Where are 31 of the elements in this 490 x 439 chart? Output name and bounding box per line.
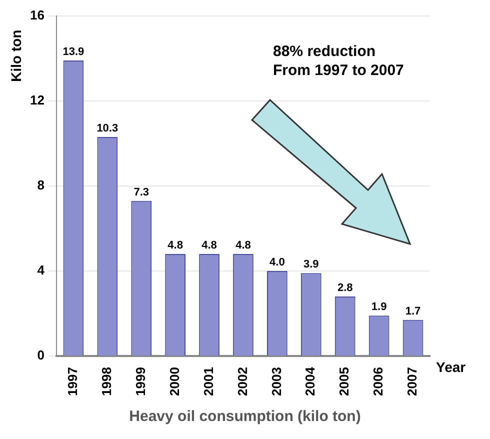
data-label: 4.8	[202, 240, 217, 252]
x-tick-label: 2005	[336, 367, 352, 396]
y-axis-title: Kilo ton	[8, 30, 24, 82]
y-tick-label: 4	[37, 262, 46, 278]
data-label: 13.9	[62, 46, 84, 58]
text: Heavy oil consumption (kilo ton)	[128, 408, 362, 425]
data-label: 7.3	[134, 186, 150, 198]
x-tick-label: 2003	[268, 367, 284, 396]
x-tick-label: 1997	[65, 367, 80, 396]
y-tick-label: 12	[30, 92, 44, 108]
data-label: 4.0	[270, 256, 285, 269]
x-tick-label: 2006	[370, 367, 386, 396]
x-tick-label: 2002	[234, 367, 250, 396]
x-tick-label: 1998	[98, 367, 114, 396]
y-tick-label: 16	[30, 7, 44, 22]
x-tick-label: 2001	[200, 367, 216, 396]
data-label: 10.3	[96, 122, 118, 135]
x-tick-label: 2004	[302, 366, 318, 396]
data-label: 3.9	[304, 258, 319, 271]
y-tick-label: 0	[37, 348, 44, 363]
x-tick-label: 2000	[166, 367, 182, 396]
data-label: 1.7	[405, 305, 421, 318]
annotation: 88% reduction From 1997 to 2007	[273, 43, 404, 80]
data-label: 1.9	[371, 301, 387, 314]
x-axis-title: Year	[436, 358, 466, 375]
x-tick-label: 1999	[132, 367, 148, 396]
data-label: 4.8	[168, 240, 183, 252]
data-label: 4.8	[236, 240, 251, 252]
y-tick-label: 8	[37, 178, 44, 193]
data-label: 2.8	[337, 282, 353, 294]
x-tick-label: 2007	[404, 367, 420, 396]
